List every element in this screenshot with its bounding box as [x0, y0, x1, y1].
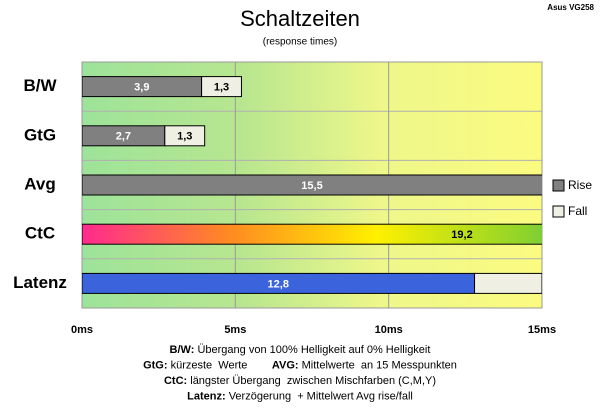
note-part: längster Übergang zwischen Mischfarben (… — [187, 375, 436, 387]
note: Latenz: Verzögerung + Mittelwert Avg ris… — [187, 390, 413, 402]
x-tick-label: 15ms — [528, 324, 556, 336]
note: CtC: längster Übergang zwischen Mischfar… — [164, 375, 436, 387]
data-label: 1,3 — [214, 82, 229, 94]
note-part: AVG: — [272, 359, 299, 371]
bar-segment — [201, 76, 242, 98]
legend-swatch — [552, 205, 565, 218]
y-tick-label: CtC — [25, 224, 55, 243]
legend-label: Fall — [568, 204, 587, 218]
bar-segment — [474, 272, 542, 294]
y-tick-label: B/W — [23, 76, 57, 95]
chart-subtitle: (response times) — [263, 37, 337, 48]
note-part: Latenz: — [187, 390, 226, 402]
y-tick-label: Avg — [24, 174, 56, 193]
bar-segment — [82, 223, 542, 245]
bar-segment — [82, 174, 542, 196]
bar-segment — [164, 125, 206, 147]
note-part: Übergang von 100% Helligkeit auf 0% Hell… — [194, 344, 430, 356]
note: GtG: kürzeste Werte AVG: Mittelwerte an … — [143, 359, 457, 371]
x-tick-label: 0ms — [71, 324, 93, 336]
data-label: 19,2 — [451, 229, 472, 241]
legend-label: Rise — [568, 178, 592, 192]
data-label: 15,5 — [301, 180, 322, 192]
note-part: B/W: — [170, 344, 195, 356]
data-label: 12,8 — [268, 278, 289, 290]
x-tick-label: 10ms — [375, 324, 403, 336]
data-label: 2,7 — [116, 131, 131, 143]
chart-title: Schaltzeiten — [240, 6, 360, 31]
bars — [82, 76, 542, 294]
y-tick-label: Latenz — [13, 273, 67, 292]
note-part: CtC: — [164, 375, 187, 387]
data-label: 1,3 — [177, 131, 192, 143]
note-part: Verzögerung + Mittelwert Avg rise/fall — [226, 390, 413, 402]
x-tick-label: 5ms — [224, 324, 246, 336]
note: B/W: Übergang von 100% Helligkeit auf 0%… — [170, 344, 431, 356]
note-part: GtG: — [143, 359, 167, 371]
data-label: 3,9 — [134, 82, 149, 94]
note-part: kürzeste Werte — [168, 359, 272, 371]
legend-swatch — [552, 179, 565, 192]
corner-label: Asus VG258 — [547, 3, 594, 12]
note-part: Mittelwerte an 15 Messpunkten — [299, 359, 457, 371]
y-tick-label: GtG — [24, 125, 56, 144]
